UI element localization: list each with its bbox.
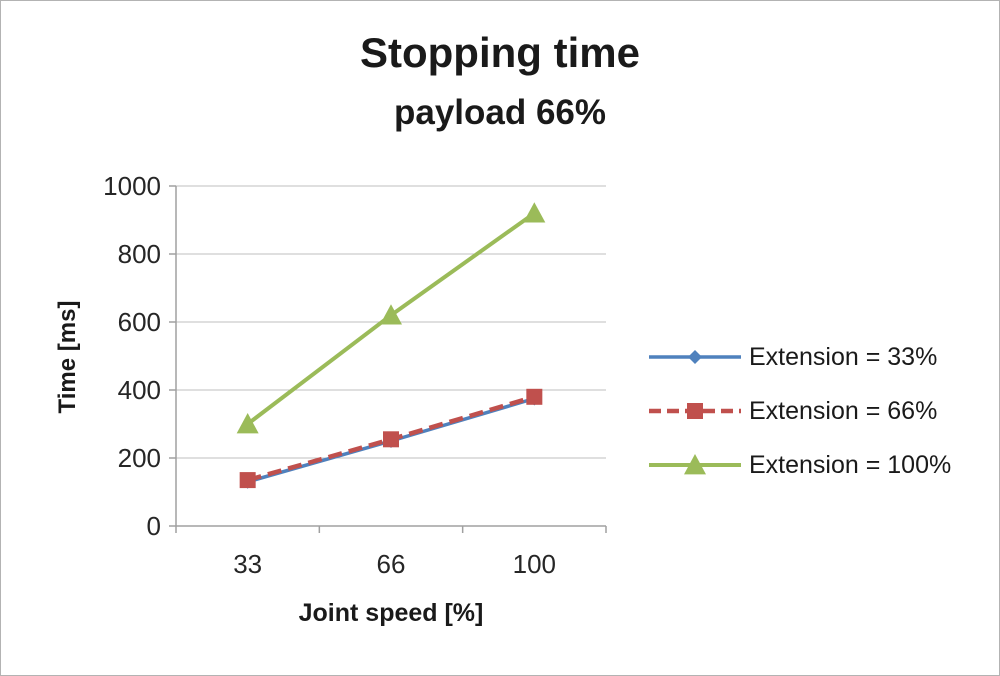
y-tick-label: 200	[117, 443, 161, 473]
legend-item-extension-66: Extension = 66%	[649, 389, 951, 433]
y-tick-label: 600	[117, 307, 161, 337]
y-tick-label: 1000	[103, 171, 161, 201]
legend-sample-line-icon	[649, 350, 741, 364]
chart-subtitle: payload 66%	[393, 93, 607, 132]
legend-item-extension-100: Extension = 100%	[649, 443, 951, 487]
y-tick-label: 400	[117, 375, 161, 405]
legend-label: Extension = 100%	[749, 450, 952, 479]
x-tick-label: 100	[512, 549, 557, 579]
x-tick-label: 66	[376, 549, 406, 579]
legend-label: Extension = 66%	[749, 396, 938, 425]
legend-label: Extension = 33%	[749, 342, 938, 371]
legend: Extension = 33% Extension = 66% Extensio…	[649, 335, 951, 497]
y-tick-label: 0	[146, 511, 161, 541]
x-tick-label: 33	[233, 549, 263, 579]
legend-item-extension-33: Extension = 33%	[649, 335, 951, 379]
y-tick-label: 800	[117, 239, 161, 269]
legend-sample-line-icon	[649, 454, 741, 475]
chart-title: Stopping time	[360, 29, 640, 76]
legend-sample-line-icon	[649, 403, 741, 419]
x-axis-title: Joint speed [%]	[298, 599, 484, 627]
